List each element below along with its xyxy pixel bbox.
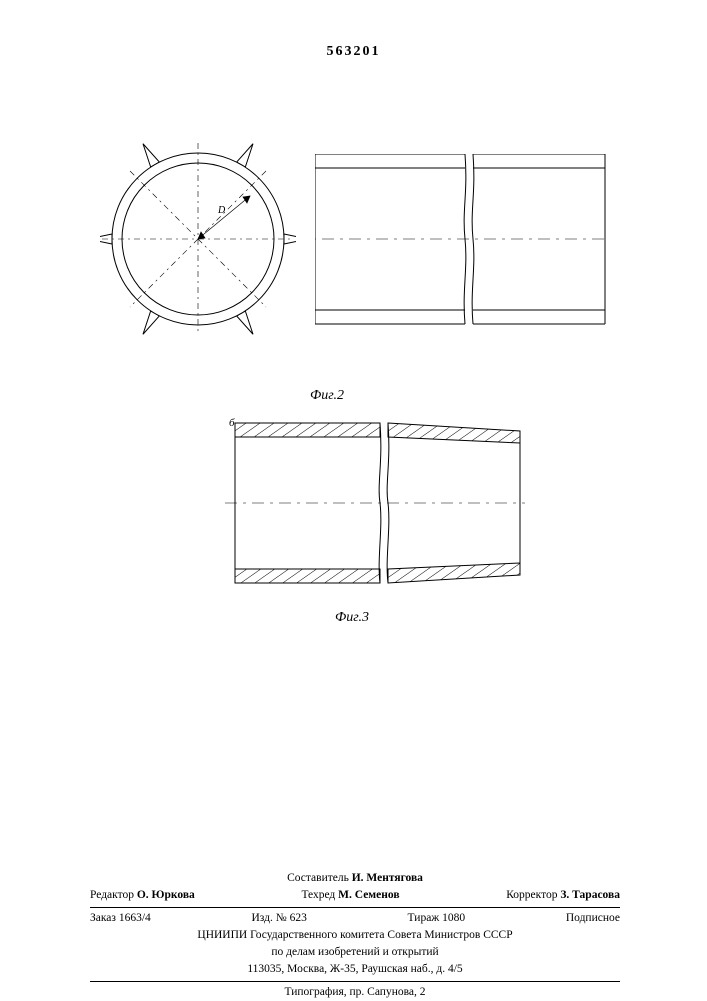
fig3-view: б (225, 418, 525, 593)
org-line1: ЦНИИПИ Государственного комитета Совета … (90, 927, 620, 944)
colophon: Составитель И. Ментягова Редактор О. Юрк… (90, 870, 620, 1001)
order-val: 1663/4 (119, 912, 151, 924)
teched-label: Техред (301, 889, 335, 901)
patent-number: 563201 (0, 44, 707, 60)
fig3-b-label: б (229, 418, 235, 429)
author-name: И. Ментягова (352, 872, 423, 884)
d-label: D (217, 205, 226, 216)
corrector-name: З. Тарасова (560, 889, 620, 901)
address: 113035, Москва, Ж-35, Раушская наб., д. … (90, 961, 620, 978)
teched-name: М. Семенов (338, 889, 399, 901)
fig3-caption: Фиг.3 (335, 610, 369, 626)
org-line2: по делам изобретений и открытий (90, 944, 620, 961)
subscription: Подписное (566, 910, 620, 927)
fig2-end-view: D (100, 141, 296, 337)
izd-val: 623 (290, 912, 307, 924)
fig2-side-view (315, 154, 607, 326)
corrector-label: Корректор (506, 889, 557, 901)
author-label: Составитель (287, 872, 349, 884)
tiraz-label: Тираж (408, 912, 440, 924)
page: 563201 (0, 0, 707, 1000)
editor-name: О. Юркова (137, 889, 195, 901)
editor-label: Редактор (90, 889, 134, 901)
fig2-caption: Фиг.2 (310, 388, 344, 404)
order-label: Заказ (90, 912, 116, 924)
izd-label: Изд. № (251, 912, 286, 924)
tiraz-val: 1080 (442, 912, 465, 924)
divider-1 (90, 907, 620, 908)
divider-2 (90, 981, 620, 982)
printer: Типография, пр. Сапунова, 2 (90, 984, 620, 1001)
